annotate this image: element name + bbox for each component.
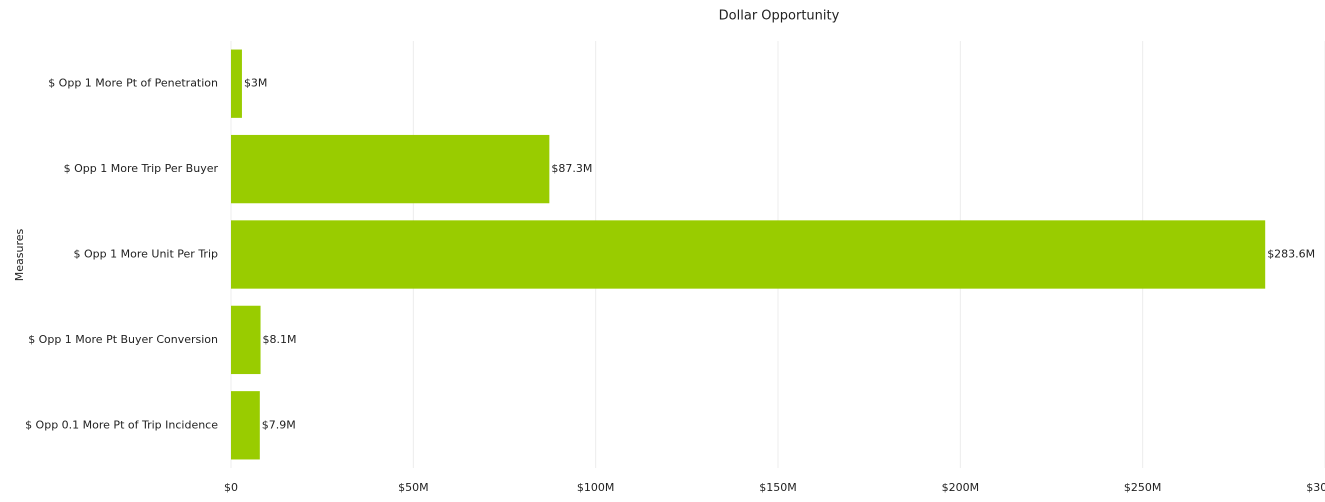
x-tick-label: $150M [759,481,797,494]
x-tick-label: $300M [1306,481,1325,494]
data-label: $3M [244,77,268,90]
data-label: $8.1M [263,333,297,346]
y-tick-label: $ Opp 1 More Trip Per Buyer [64,162,219,175]
x-tick-label: $200M [942,481,980,494]
x-tick-label: $250M [1124,481,1162,494]
x-tick-label: $50M [398,481,429,494]
y-tick-label: $ Opp 1 More Pt Buyer Conversion [28,333,218,346]
x-tick-label: $0 [224,481,238,494]
y-tick-label: $ Opp 0.1 More Pt of Trip Incidence [25,418,218,431]
y-tick-label: $ Opp 1 More Pt of Penetration [48,77,218,90]
bar [231,49,242,118]
chart-title: Dollar Opportunity [719,9,840,24]
bar [231,134,550,204]
x-tick-label: $100M [577,481,615,494]
bar [231,220,1266,289]
bar [231,305,261,375]
data-label: $283.6M [1267,248,1315,261]
y-axis-title: Measures [13,228,26,281]
y-tick-label: $ Opp 1 More Unit Per Trip [74,248,218,261]
data-label: $7.9M [262,418,296,431]
data-label: $87.3M [551,162,592,175]
bar [231,391,260,460]
